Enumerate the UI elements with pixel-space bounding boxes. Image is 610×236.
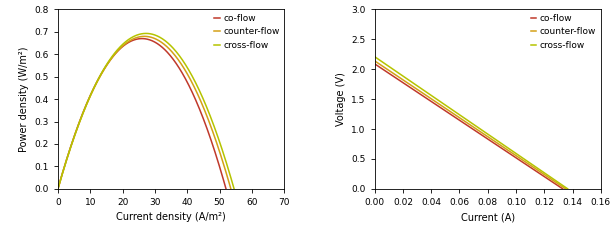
co-flow bbox=[507, 153, 514, 156]
cross-flow bbox=[76, 122, 83, 124]
cross-flow bbox=[492, 138, 500, 141]
cross-flow bbox=[183, 65, 190, 67]
Line: co-flow: co-flow bbox=[58, 39, 226, 189]
co-flow bbox=[74, 124, 82, 127]
co-flow bbox=[432, 103, 440, 106]
cross-flow bbox=[112, 51, 119, 54]
cross-flow bbox=[182, 63, 189, 66]
cross-flow bbox=[142, 32, 149, 35]
cross-flow bbox=[447, 108, 454, 110]
X-axis label: Current density (A/m²): Current density (A/m²) bbox=[116, 212, 226, 222]
Y-axis label: Power density (W/m²): Power density (W/m²) bbox=[19, 46, 29, 152]
co-flow bbox=[508, 153, 515, 156]
Line: co-flow: co-flow bbox=[375, 64, 562, 189]
Line: cross-flow: cross-flow bbox=[375, 57, 568, 189]
cross-flow bbox=[511, 151, 518, 154]
cross-flow bbox=[511, 151, 518, 153]
counter-flow bbox=[163, 46, 171, 48]
cross-flow bbox=[231, 187, 238, 190]
Legend: co-flow, counter-flow, cross-flow: co-flow, counter-flow, cross-flow bbox=[212, 12, 281, 52]
X-axis label: Current (A): Current (A) bbox=[461, 212, 515, 222]
Legend: co-flow, counter-flow, cross-flow: co-flow, counter-flow, cross-flow bbox=[529, 12, 598, 52]
counter-flow bbox=[181, 67, 188, 70]
co-flow bbox=[559, 187, 566, 190]
counter-flow bbox=[75, 123, 82, 126]
counter-flow bbox=[433, 101, 440, 104]
counter-flow bbox=[179, 66, 187, 68]
counter-flow bbox=[227, 187, 234, 190]
co-flow bbox=[138, 37, 145, 40]
cross-flow bbox=[124, 39, 131, 42]
co-flow bbox=[445, 112, 453, 115]
co-flow bbox=[489, 141, 497, 144]
cross-flow bbox=[371, 55, 378, 58]
cross-flow bbox=[165, 43, 173, 46]
counter-flow bbox=[510, 152, 517, 155]
counter-flow bbox=[394, 75, 401, 78]
cross-flow bbox=[394, 71, 401, 74]
Line: cross-flow: cross-flow bbox=[58, 34, 234, 189]
co-flow bbox=[54, 187, 62, 190]
counter-flow bbox=[140, 35, 148, 38]
co-flow bbox=[121, 44, 128, 46]
co-flow bbox=[393, 77, 401, 80]
cross-flow bbox=[564, 187, 572, 190]
Y-axis label: Voltage (V): Voltage (V) bbox=[336, 72, 346, 126]
counter-flow bbox=[562, 187, 569, 190]
co-flow bbox=[109, 55, 117, 58]
co-flow bbox=[222, 187, 229, 190]
co-flow bbox=[176, 67, 184, 70]
co-flow bbox=[177, 69, 184, 72]
counter-flow bbox=[509, 152, 516, 155]
cross-flow bbox=[434, 98, 441, 101]
cross-flow bbox=[54, 187, 62, 190]
Line: counter-flow: counter-flow bbox=[58, 36, 231, 189]
co-flow bbox=[160, 48, 168, 51]
co-flow bbox=[371, 63, 378, 65]
Line: counter-flow: counter-flow bbox=[375, 61, 565, 189]
counter-flow bbox=[447, 110, 454, 113]
counter-flow bbox=[54, 187, 62, 190]
counter-flow bbox=[110, 53, 118, 56]
counter-flow bbox=[371, 59, 378, 62]
counter-flow bbox=[123, 42, 130, 44]
counter-flow bbox=[491, 140, 498, 143]
